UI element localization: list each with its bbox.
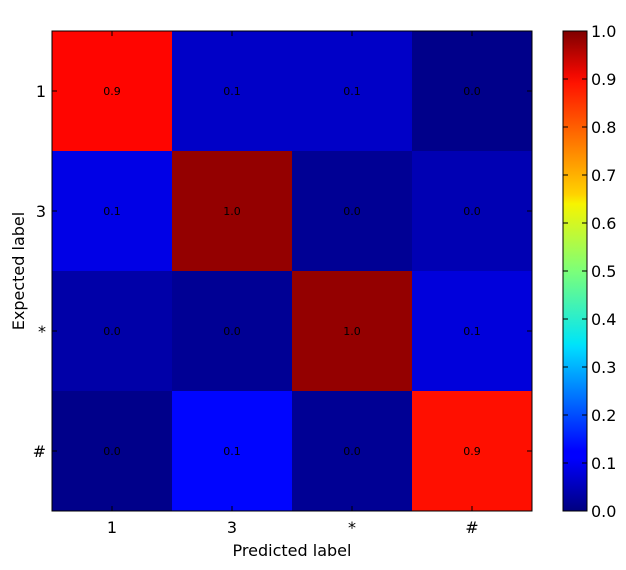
cell-value-label: 0.0 [343,205,361,218]
cell-labels: 0.9 0.1 0.1 0.0 0.1 1.0 0.0 0.0 0.0 0.0 1.0 0.1 0.0 0… [103,85,481,458]
heatmap-cell [172,151,292,271]
cell-value-label: 0.0 [103,325,121,338]
y-tick-label: # [33,442,46,461]
heatmap-cell [412,151,532,271]
heatmap-cell [292,151,412,271]
heatmap-cell [292,391,412,511]
x-tick-label: 3 [227,518,237,537]
x-tick-label: 1 [107,518,117,537]
colorbar-tick-label: 0.4 [591,310,616,329]
x-tick-label: * [348,518,356,537]
colorbar-tick-label: 0.6 [591,214,616,233]
heatmap-cell [172,271,292,391]
y-tick-label: 3 [36,202,46,221]
cell-value-label: 0.0 [463,85,481,98]
cell-value-label: 0.0 [103,445,121,458]
heatmap-cell [412,31,532,151]
colorbar-tick-label: 0.2 [591,406,616,425]
x-axis-label: Predicted label [233,541,352,560]
cell-value-label: 0.0 [343,445,361,458]
cell-value-label: 0.0 [223,325,241,338]
y-axis-ticks: 1 3 * # [33,82,532,461]
colorbar-tick-label: 0.1 [591,454,616,473]
cell-value-label: 0.1 [463,325,481,338]
y-axis-label: Expected label [9,212,28,330]
heatmap-cell [172,391,292,511]
cell-value-label: 1.0 [223,205,241,218]
heatmap-cell [412,391,532,511]
heatmap-cell [52,151,172,271]
heatmap-cell [172,31,292,151]
colorbar-tick-label: 0.8 [591,118,616,137]
colorbar-ticks: 0.0 0.1 0.2 0.3 0.4 0.5 0.6 0.7 0.8 0.9 1.0 [563,22,616,521]
colorbar-tick-label: 0.3 [591,358,616,377]
colorbar-tick-label: 1.0 [591,22,616,41]
y-tick-label: * [38,322,46,341]
cell-value-label: 0.1 [103,205,121,218]
heatmap-cells [52,31,532,511]
cell-value-label: 0.9 [463,445,481,458]
cell-value-label: 0.9 [103,85,121,98]
x-axis-ticks: 1 3 * # [107,31,479,537]
cell-value-label: 0.0 [463,205,481,218]
colorbar-tick-label: 0.9 [591,70,616,89]
x-tick-label: # [465,518,478,537]
plot-frame [51,30,533,512]
heatmap-cell [52,31,172,151]
cell-value-label: 1.0 [343,325,361,338]
colorbar-tick-label: 0.7 [591,166,616,185]
colorbar-tick-label: 0.0 [591,502,616,521]
cell-value-label: 0.1 [223,445,241,458]
heatmap-cell [52,271,172,391]
heatmap-cell [412,271,532,391]
heatmap-cell [52,391,172,511]
colorbar-tick-label: 0.5 [591,262,616,281]
cell-value-label: 0.1 [343,85,361,98]
heatmap-cell [292,31,412,151]
heatmap-cell [292,271,412,391]
y-tick-label: 1 [36,82,46,101]
cell-value-label: 0.1 [223,85,241,98]
